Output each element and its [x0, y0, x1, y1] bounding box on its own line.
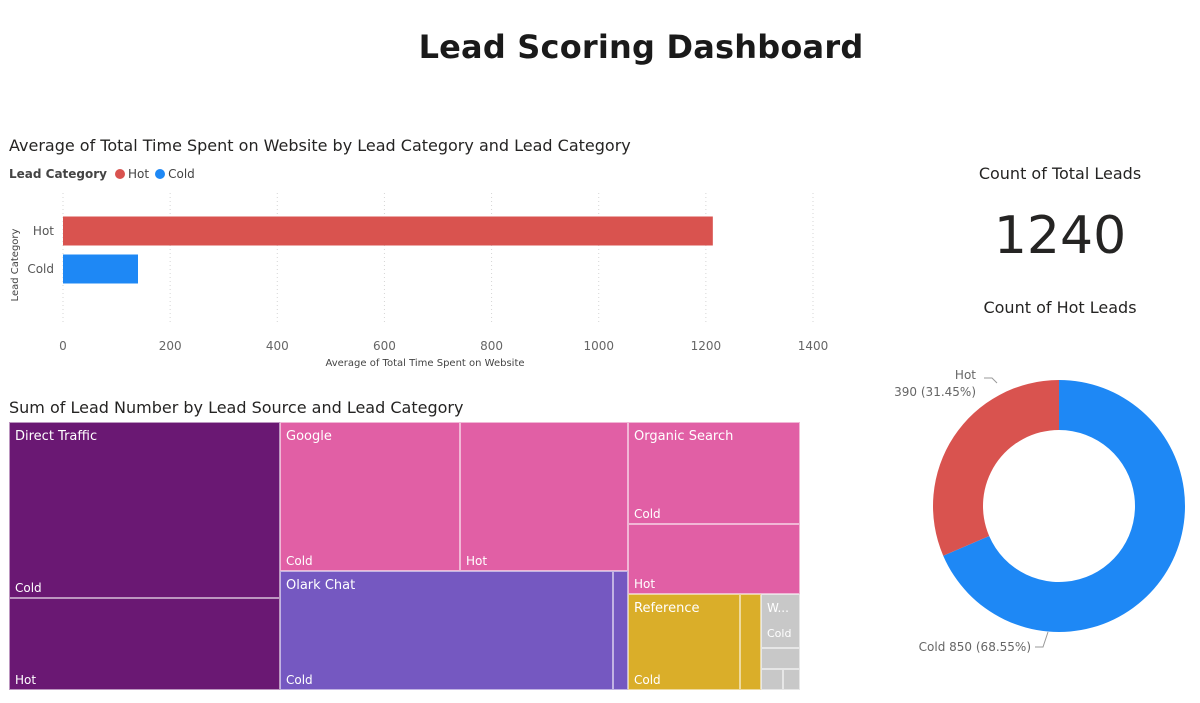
- legend-title: Lead Category: [9, 167, 108, 181]
- treemap-cell-w-small-2[interactable]: [761, 669, 783, 690]
- treemap-cell-w-small-1[interactable]: [761, 648, 800, 669]
- legend-dot-cold: [155, 169, 166, 179]
- x-axis-label: Average of Total Time Spent on Website: [325, 358, 524, 369]
- donut-chart-title: Count of Hot Leads: [983, 298, 1137, 317]
- treemap-sub-label: Cold: [634, 673, 661, 687]
- total-leads-card-title: Count of Total Leads: [978, 164, 1142, 183]
- x-tick-label: 800: [480, 339, 503, 353]
- treemap-chart: Direct Traffic Cold Hot Google Cold Hot …: [9, 422, 800, 690]
- treemap-cell-reference-hot[interactable]: [740, 594, 761, 690]
- x-tick-label: 1200: [691, 339, 722, 353]
- legend-label-cold: Cold: [168, 167, 195, 181]
- x-tick-label: 1400: [798, 339, 829, 353]
- page-title: Lead Scoring Dashboard: [418, 28, 864, 66]
- bar-cold: [63, 254, 138, 284]
- cold-label: Cold 850 (68.55%): [919, 640, 1031, 654]
- treemap-group-label: Organic Search: [634, 429, 734, 444]
- x-tick-label: 400: [266, 339, 289, 353]
- bar-chart-legend: Lead Category Hot Cold: [9, 167, 195, 181]
- donut-chart: Hot 390 (31.45%) Cold 850 (68.55%): [894, 368, 1185, 654]
- treemap-group-label: Direct Traffic: [15, 429, 98, 444]
- legend-item-cold[interactable]: Cold: [155, 167, 195, 181]
- treemap-title: Sum of Lead Number by Lead Source and Le…: [9, 398, 464, 417]
- legend-label-hot: Hot: [128, 167, 150, 181]
- treemap-cell-organic-search-cold[interactable]: Organic Search Cold: [628, 422, 800, 524]
- bar-chart-title: Average of Total Time Spent on Website b…: [9, 136, 631, 155]
- treemap-cell-w-small-3[interactable]: [783, 669, 800, 690]
- hot-label: Hot: [955, 368, 976, 382]
- treemap-group-label: W...: [767, 601, 789, 615]
- treemap-group-label: Google: [286, 429, 332, 444]
- treemap-sub-label: Cold: [634, 507, 661, 521]
- treemap-cell-google-cold[interactable]: Google Cold: [280, 422, 460, 571]
- treemap-group-label: Olark Chat: [286, 578, 356, 593]
- legend-item-hot[interactable]: Hot: [115, 167, 149, 181]
- treemap-cell-direct-traffic-hot[interactable]: Hot: [9, 598, 280, 690]
- treemap-group-label: Reference: [634, 601, 700, 616]
- hot-leader-line: [984, 377, 998, 384]
- treemap-sub-label: Hot: [466, 554, 488, 568]
- treemap-sub-label: Cold: [15, 581, 42, 595]
- y-tick-label: Cold: [27, 262, 54, 276]
- y-axis-label: Lead Category: [10, 228, 21, 301]
- y-tick-label: Hot: [33, 224, 54, 238]
- bar-chart: 0 200 400 600 800 1000 1200 1400 Hot Cold Average …: [10, 193, 829, 369]
- treemap-sub-label: Hot: [634, 577, 656, 591]
- treemap-cell-w-cold[interactable]: W... Cold: [761, 594, 800, 648]
- treemap-cell-reference-cold[interactable]: Reference Cold: [628, 594, 740, 690]
- treemap-cell-olark-chat-hot[interactable]: [613, 571, 628, 690]
- treemap-sub-label: Cold: [767, 627, 792, 640]
- treemap-cell-olark-chat-cold[interactable]: Olark Chat Cold: [280, 571, 613, 690]
- treemap-sub-label: Cold: [286, 673, 313, 687]
- treemap-cell-google-hot[interactable]: Hot: [460, 422, 628, 571]
- treemap-cell-direct-traffic-cold[interactable]: Direct Traffic Cold: [9, 422, 280, 598]
- donut-slice-hot: [933, 380, 1059, 556]
- legend-dot-hot: [115, 169, 126, 179]
- x-tick-label: 0: [59, 339, 67, 353]
- cold-leader-line: [1035, 631, 1049, 648]
- treemap-cell-organic-search-hot[interactable]: Hot: [628, 524, 800, 594]
- x-tick-label: 200: [159, 339, 182, 353]
- hot-detail: 390 (31.45%): [894, 385, 976, 399]
- treemap-sub-label: Hot: [15, 673, 37, 687]
- total-leads-value: 1240: [993, 206, 1127, 266]
- donut-slice-cold: [943, 380, 1185, 632]
- x-tick-label: 600: [373, 339, 396, 353]
- x-tick-label: 1000: [583, 339, 614, 353]
- treemap-sub-label: Cold: [286, 554, 313, 568]
- bar-hot: [63, 216, 713, 246]
